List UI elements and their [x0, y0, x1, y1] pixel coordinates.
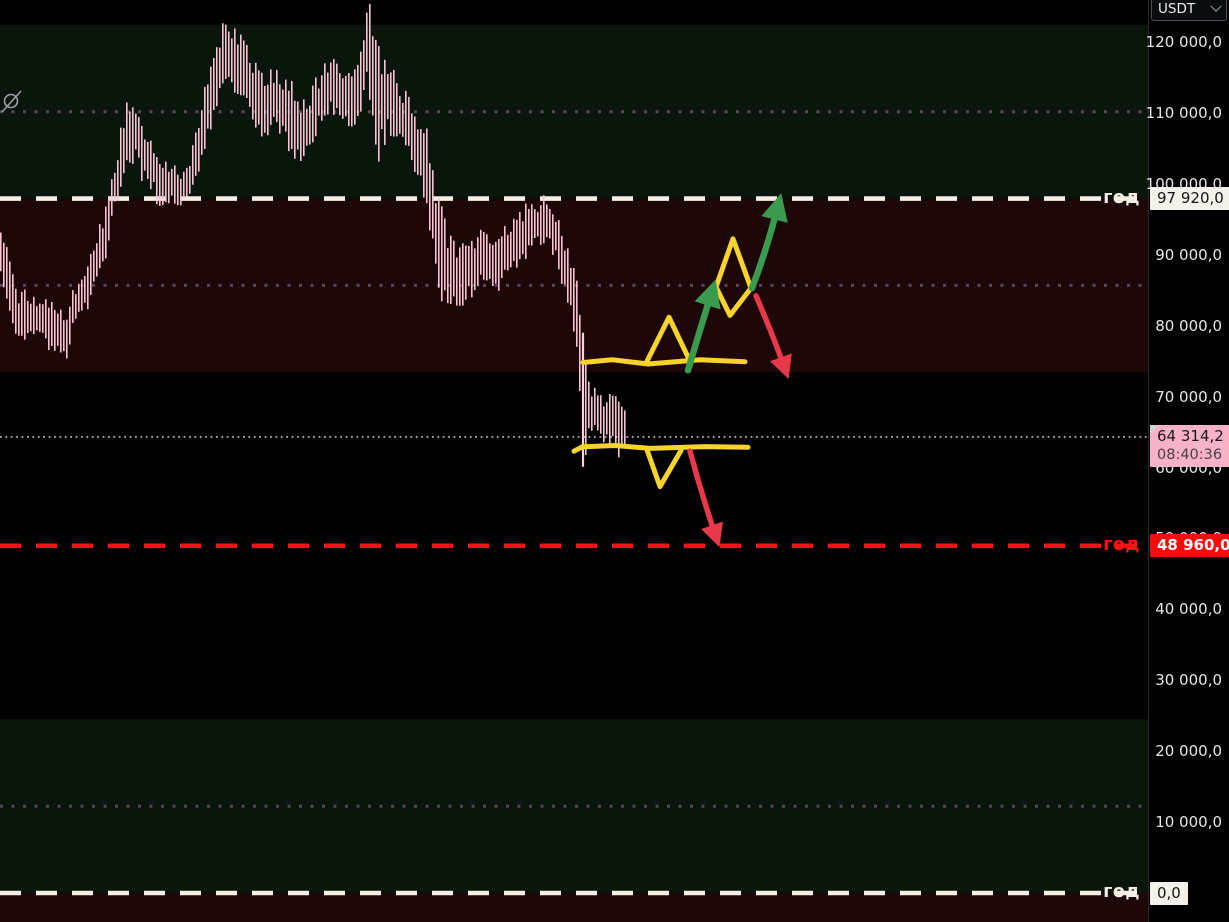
axis-tick-label: 30 000,0 — [1155, 671, 1222, 690]
year-low-badge: 0,0 — [1150, 881, 1188, 905]
axis-tick-label: 40 000,0 — [1155, 600, 1222, 619]
price-label-corner-icon — [1150, 424, 1159, 434]
impulse-up-arrow-1[interactable] — [684, 279, 721, 374]
reject-down-arrow-2[interactable] — [687, 448, 723, 548]
support-line-lower[interactable] — [571, 443, 751, 454]
currency-label: USDT — [1158, 1, 1196, 17]
reject-down-arrow-1[interactable] — [753, 293, 792, 380]
axis-tick-label: 10 000,0 — [1155, 813, 1222, 832]
axis-tick-label: 90 000,0 — [1155, 245, 1222, 264]
chart-pane[interactable]: год год год — [0, 0, 1148, 922]
axis-tick-label: 80 000,0 — [1155, 316, 1222, 335]
price-chart-canvas[interactable] — [0, 0, 1148, 922]
year-level-label: год — [1103, 534, 1140, 555]
hand-drawings[interactable] — [571, 193, 792, 548]
dotted-gridlines — [0, 110, 1148, 808]
last-price-badge: 64 314,2 08:40:36 — [1150, 424, 1229, 467]
eye-off-icon[interactable] — [1, 89, 25, 115]
axis-tick-label: 70 000,0 — [1155, 387, 1222, 406]
candles — [0, 3, 626, 467]
impulse-up-arrow-2[interactable] — [748, 193, 788, 292]
chevron-down-icon — [1210, 0, 1222, 12]
axis-tick-label: 20 000,0 — [1155, 742, 1222, 761]
year-mid-badge: 48 960,0 — [1150, 534, 1229, 558]
countdown-timer: 08:40:36 — [1157, 446, 1223, 463]
axis-tick-label: 120 000,0 — [1145, 33, 1222, 51]
year-high-badge: 97 920,0 — [1150, 187, 1229, 211]
axis-currency-dropdown[interactable]: USDT — [1151, 0, 1227, 21]
year-level-label: год — [1103, 187, 1140, 208]
axis-tick-label: 110 000,0 — [1145, 103, 1222, 122]
triangle-pattern[interactable] — [643, 314, 694, 366]
year-level-lines[interactable] — [0, 196, 1148, 896]
v-pattern[interactable] — [644, 447, 684, 490]
year-level-label: год — [1103, 882, 1140, 903]
price-bands — [0, 25, 1148, 922]
price-axis[interactable]: 120 000,0 110 000,0 100 000,0 90 000,0 80 00… — [1145, 0, 1229, 922]
